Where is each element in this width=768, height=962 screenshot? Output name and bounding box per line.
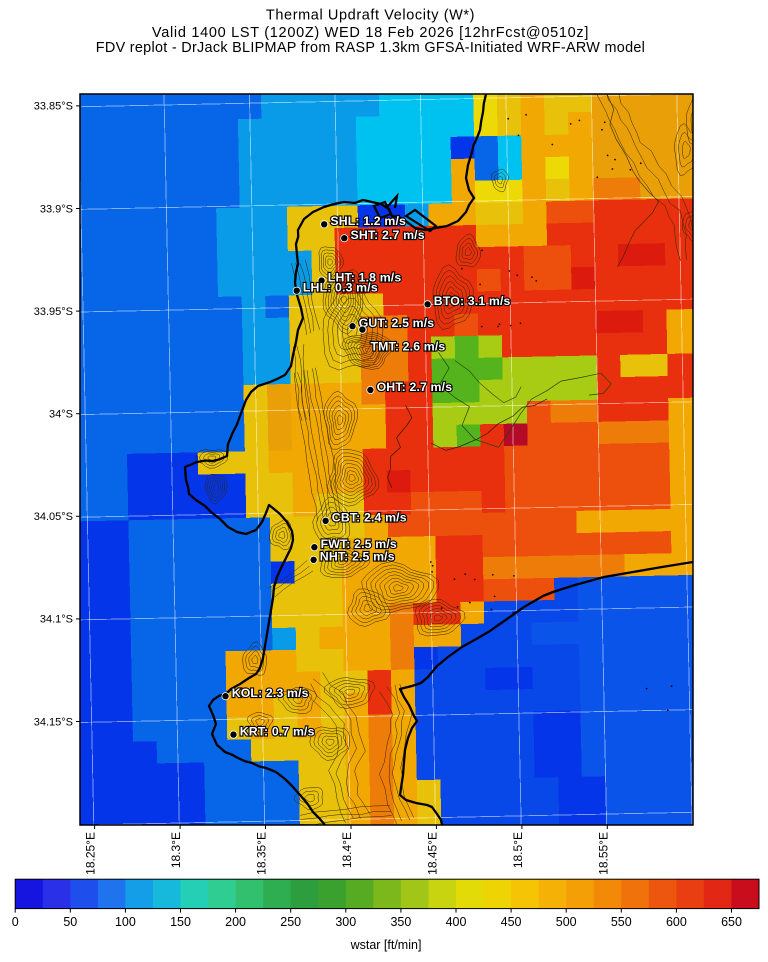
svg-text:150: 150 (170, 915, 191, 929)
svg-text:LHL: 0.3 m/s: LHL: 0.3 m/s (303, 281, 378, 295)
svg-text:18.35°E: 18.35°E (255, 832, 269, 875)
svg-text:0: 0 (12, 915, 19, 929)
svg-text:GUT: 2.5 m/s: GUT: 2.5 m/s (359, 316, 435, 330)
svg-text:650: 650 (721, 915, 742, 929)
svg-text:SHL: 1.2 m/s: SHL: 1.2 m/s (330, 214, 406, 228)
svg-text:33.95°S: 33.95°S (34, 306, 73, 318)
svg-text:NHT: 2.5 m/s: NHT: 2.5 m/s (320, 550, 395, 564)
svg-text:BTO: 3.1 m/s: BTO: 3.1 m/s (434, 294, 511, 308)
svg-text:33.85°S: 33.85°S (34, 101, 73, 113)
svg-text:wstar [ft/min]: wstar [ft/min] (350, 938, 422, 952)
svg-text:18.5°E: 18.5°E (511, 832, 525, 868)
svg-text:400: 400 (446, 915, 467, 929)
svg-text:FDV replot - DrJack BLIPMAP fr: FDV replot - DrJack BLIPMAP from RASP 1.… (96, 40, 645, 56)
svg-text:34.1°S: 34.1°S (40, 614, 73, 626)
svg-text:18.3°E: 18.3°E (169, 832, 183, 868)
svg-text:SHT: 2.7 m/s: SHT: 2.7 m/s (351, 228, 425, 242)
svg-text:34°S: 34°S (49, 409, 73, 421)
svg-text:34.05°S: 34.05°S (34, 511, 73, 523)
svg-text:18.55°E: 18.55°E (596, 832, 610, 875)
svg-text:450: 450 (501, 915, 522, 929)
svg-text:350: 350 (390, 915, 411, 929)
svg-text:18.25°E: 18.25°E (84, 832, 98, 875)
svg-text:OHT: 2.7 m/s: OHT: 2.7 m/s (377, 380, 453, 394)
svg-text:KOL: 2.3 m/s: KOL: 2.3 m/s (232, 686, 309, 700)
svg-text:TMT: 2.6 m/s: TMT: 2.6 m/s (371, 340, 446, 354)
svg-text:18.4°E: 18.4°E (340, 832, 354, 868)
svg-text:CBT: 2.4 m/s: CBT: 2.4 m/s (332, 511, 407, 525)
svg-text:Thermal Updraft Velocity (W*): Thermal Updraft Velocity (W*) (266, 7, 475, 23)
svg-text:100: 100 (115, 915, 136, 929)
svg-text:500: 500 (556, 915, 577, 929)
svg-text:300: 300 (335, 915, 356, 929)
svg-text:50: 50 (63, 915, 77, 929)
svg-text:33.9°S: 33.9°S (40, 203, 73, 215)
svg-text:34.15°S: 34.15°S (34, 716, 73, 728)
svg-text:18.45°E: 18.45°E (425, 832, 439, 875)
svg-text:KRT: 0.7 m/s: KRT: 0.7 m/s (240, 724, 315, 738)
svg-text:550: 550 (611, 915, 632, 929)
svg-text:Valid 1400 LST (1200Z) WED 18: Valid 1400 LST (1200Z) WED 18 Feb 2026 [… (152, 25, 589, 41)
svg-text:LHT: 1.8 m/s: LHT: 1.8 m/s (328, 270, 402, 284)
svg-text:600: 600 (666, 915, 687, 929)
svg-text:200: 200 (225, 915, 246, 929)
svg-text:FWT: 2.5 m/s: FWT: 2.5 m/s (321, 537, 397, 551)
svg-text:250: 250 (280, 915, 301, 929)
